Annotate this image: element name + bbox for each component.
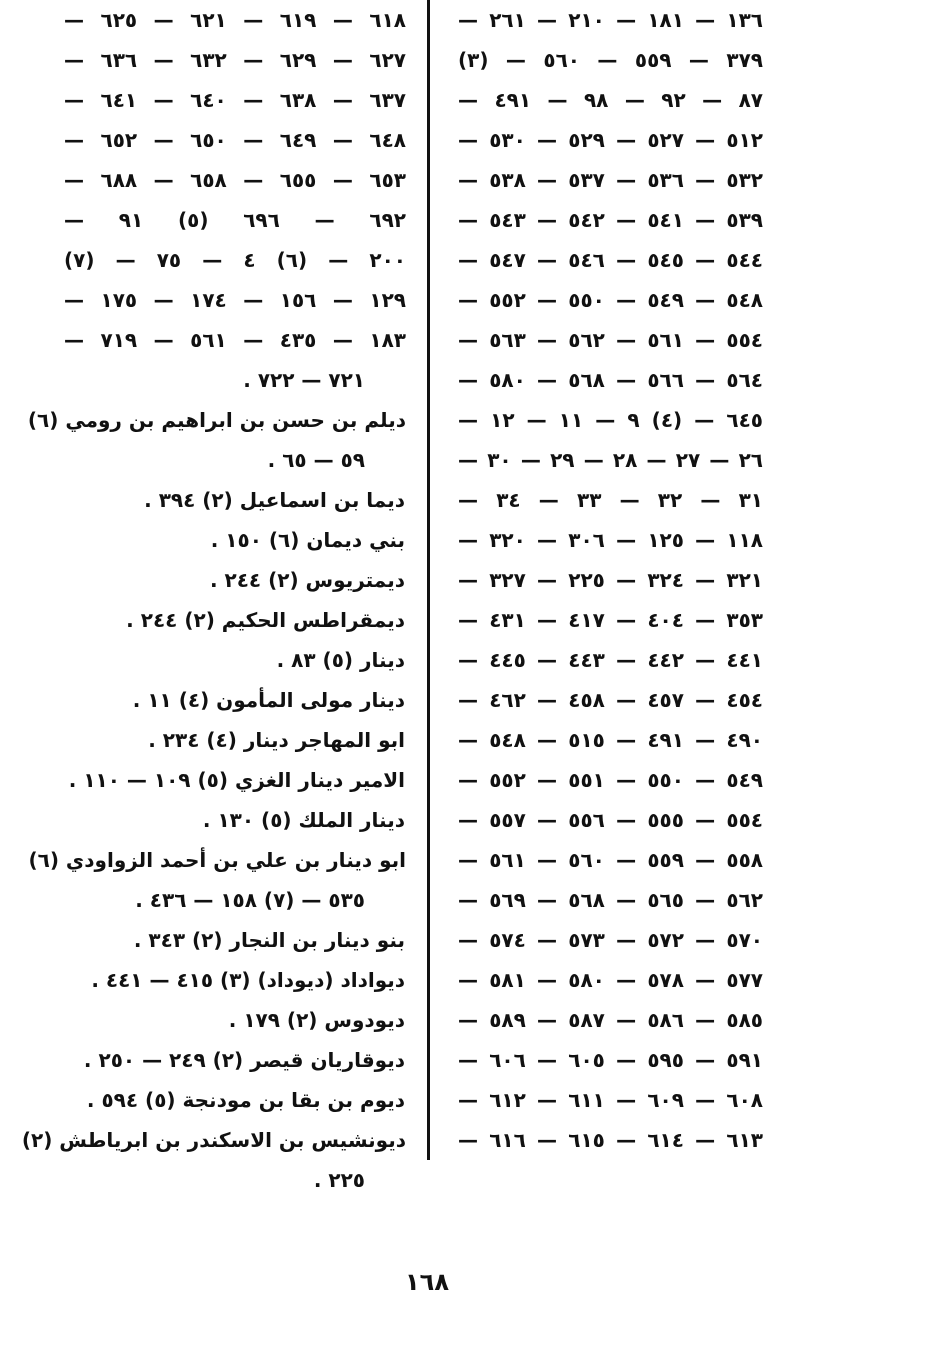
index-line: ١٨٣ — ٤٣٥ — ٥٦١ — ٧١٩ — — [64, 328, 406, 352]
index-line: ٤٩٠ — ٤٩١ — ٥١٥ — ٥٤٨ — — [458, 728, 763, 752]
index-line: ٨٧ — ٩٢ — ٩٨ — ٤٩١ — — [458, 88, 764, 112]
index-line: دينار (٥) ٨٣ . — [276, 648, 405, 672]
index-line: ٤٥٤ — ٤٥٧ — ٤٥٨ — ٤٦٢ — — [458, 688, 763, 712]
index-line: ١٢٩ — ١٥٦ — ١٧٤ — ١٧٥ — — [64, 288, 406, 312]
index-line: ابو المهاجر دينار (٤) ٢٣٤ . — [148, 728, 405, 752]
index-line: ٥٥٤ — ٥٦١ — ٥٦٢ — ٥٦٣ — — [458, 328, 763, 352]
index-line: دينار الملك (٥) ١٣٠ . — [202, 808, 405, 832]
index-line: ٥١٢ — ٥٢٧ — ٥٢٩ — ٥٣٠ — — [458, 128, 763, 152]
index-line: ٥٧٠ — ٥٧٢ — ٥٧٣ — ٥٧٤ — — [458, 928, 763, 952]
index-line: ٣٧٩ — ٥٥٩ — ٥٦٠ — (٣) — [458, 48, 763, 72]
index-line: ٦٢٧ — ٦٢٩ — ٦٣٢ — ٦٣٦ — — [64, 48, 406, 72]
index-line: ٥٣٩ — ٥٤١ — ٥٤٢ — ٥٤٣ — — [458, 208, 763, 232]
index-line: ٢٠٠ — (٦) ٤ — ٧٥ — (٧) — [64, 248, 406, 272]
index-line: ٣١ — ٣٢ — ٣٣ — ٣٤ — — [458, 488, 763, 512]
index-line: ٦١٨ — ٦١٩ — ٦٢١ — ٦٢٥ — — [64, 8, 406, 32]
index-line: ٥٣٢ — ٥٣٦ — ٥٣٧ — ٥٣٨ — — [458, 168, 763, 192]
index-line: ٣٥٣ — ٤٠٤ — ٤١٧ — ٤٣١ — — [458, 608, 763, 632]
index-line: ديونشيس بن الاسكندر بن ابرياطش (٢) — [21, 1128, 406, 1152]
index-line: ٥٦٢ — ٥٦٥ — ٥٦٨ — ٥٦٩ — — [458, 888, 763, 912]
index-line: ٦٥٣ — ٦٥٥ — ٦٥٨ — ٦٨٨ — — [64, 168, 406, 192]
index-line: ٦٩٢ — ٦٩٦ (٥) ٩١ — — [64, 208, 406, 232]
index-line: ٧٢١ — ٧٢٢ . — [243, 368, 365, 392]
index-line: ٥٧٧ — ٥٧٨ — ٥٨٠ — ٥٨١ — — [458, 968, 763, 992]
index-line: ديمقراطس الحكيم (٢) ٢٤٤ . — [126, 608, 405, 632]
index-line: ٥٥٨ — ٥٥٩ — ٥٦٠ — ٥٦١ — — [458, 848, 763, 872]
index-line: ٦٤٨ — ٦٤٩ — ٦٥٠ — ٦٥٢ — — [64, 128, 406, 152]
index-line: ١١٨ — ١٢٥ — ٣٠٦ — ٣٢٠ — — [458, 528, 763, 552]
index-line: ٦٠٨ — ٦٠٩ — ٦١١ — ٦١٢ — — [458, 1088, 763, 1112]
index-line: ٥٤٨ — ٥٤٩ — ٥٥٠ — ٥٥٢ — — [458, 288, 763, 312]
index-line: ٥٣٥ — (٧) ١٥٨ — ٤٣٦ . — [135, 888, 365, 912]
index-line: الامير دينار الغزي (٥) ١٠٩ — ١١٠ . — [68, 768, 405, 792]
index-line: ٥٨٥ — ٥٨٦ — ٥٨٧ — ٥٨٩ — — [458, 1008, 763, 1032]
index-line: بني ديمان (٦) ١٥٠ . — [210, 528, 405, 552]
index-line: ٣٢١ — ٣٢٤ — ٢٢٥ — ٣٢٧ — — [458, 568, 763, 592]
index-line: ٥٩١ — ٥٩٥ — ٦٠٥ — ٦٠٦ — — [458, 1048, 763, 1072]
page-number: ١٦٨ — [405, 1268, 449, 1296]
index-line: ٢٢٥ . — [313, 1168, 365, 1192]
index-line: ٥٦٤ — ٥٦٦ — ٥٦٨ — ٥٨٠ — — [458, 368, 763, 392]
index-line: ٥٩ — ٦٥ . — [267, 448, 365, 472]
index-line: ٦٣٧ — ٦٣٨ — ٦٤٠ — ٦٤١ — — [64, 88, 406, 112]
index-line: ٥٥٤ — ٥٥٥ — ٥٥٦ — ٥٥٧ — — [458, 808, 763, 832]
index-line: ٤٤١ — ٤٤٢ — ٤٤٣ — ٤٤٥ — — [458, 648, 763, 672]
index-line: ديودوس (٢) ١٧٩ . — [228, 1008, 405, 1032]
index-line: ديمتريوس (٢) ٢٤٤ . — [209, 568, 405, 592]
index-line: ديوم بن بقا بن مودنجة (٥) ٥٩٤ . — [86, 1088, 405, 1112]
index-line: ديواداد (ديوداد) (٣) ٤١٥ — ٤٤١ . — [91, 968, 405, 992]
index-line: بنو دينار بن النجار (٢) ٣٤٣ . — [133, 928, 405, 952]
index-line: دينار مولى المأمون (٤) ١١ . — [132, 688, 405, 712]
index-line: ٥٤٤ — ٥٤٥ — ٥٤٦ — ٥٤٧ — — [458, 248, 763, 272]
index-line: ٥٤٩ — ٥٥٠ — ٥٥١ — ٥٥٢ — — [458, 768, 763, 792]
index-line: ديوقاريان قيصر (٢) ٢٤٩ — ٢٥٠ . — [83, 1048, 405, 1072]
index-line: ٢٦ — ٢٧ — ٢٨ — ٢٩ — ٣٠ — — [458, 448, 764, 472]
index-line: ١٣٦ — ١٨١ — ٢١٠ — ٢٦١ — — [458, 8, 763, 32]
column-rule — [427, 0, 430, 1160]
index-line: ٦١٣ — ٦١٤ — ٦١٥ — ٦١٦ — — [458, 1128, 763, 1152]
index-line: ابو دينار بن علي بن أحمد الزواودي (٦) — [28, 848, 406, 872]
index-line: ٦٤٥ — (٤) ٩ — ١١ — ١٢ — — [458, 408, 764, 432]
index-line: ديما بن اسماعيل (٢) ٣٩٤ . — [144, 488, 405, 512]
index-line: ديلم بن حسن بن ابراهيم بن رومي (٦) — [27, 408, 406, 432]
